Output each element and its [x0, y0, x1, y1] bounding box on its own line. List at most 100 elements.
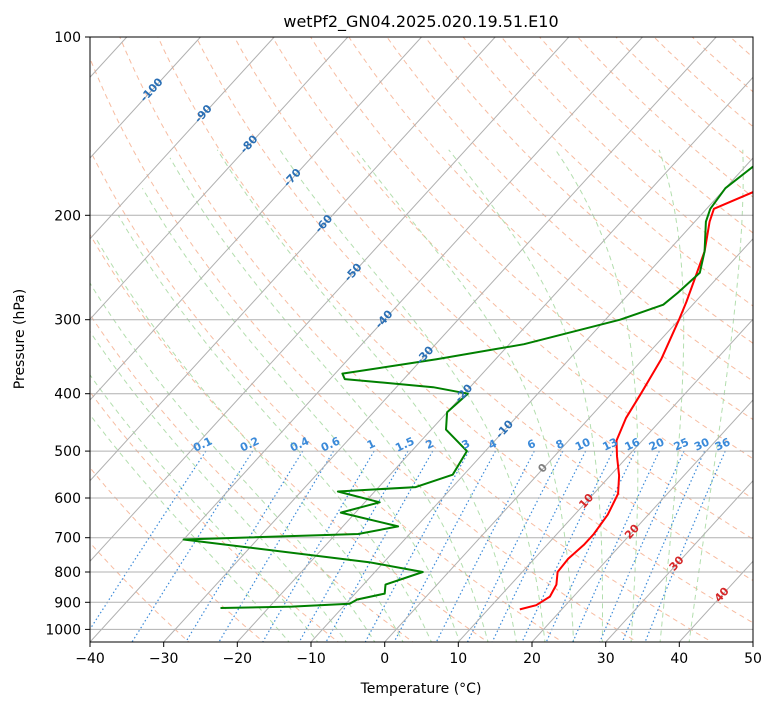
mixing-ratio-line	[325, 450, 434, 642]
moist-adiabat-line	[448, 149, 603, 642]
mixing-ratio-label: 10	[573, 435, 593, 453]
mixing-ratio-label: 2	[424, 437, 436, 452]
dry-adiabat-line	[90, 391, 340, 642]
x-tick-label: −10	[296, 651, 326, 667]
x-tick-label: 0	[380, 651, 389, 667]
mixing-ratio-line	[298, 450, 409, 642]
isotherm-line	[90, 37, 201, 159]
mixing-ratio-label: 16	[623, 435, 643, 453]
tick-labels: −40 −30 −20 −10 0 10 20 30 40 50 100 200 300 400 500 60…	[45, 30, 762, 667]
dry-adiabat-line	[90, 57, 638, 642]
moist-adiabat-line	[658, 149, 685, 642]
dry-adiabat-line	[271, 37, 753, 500]
mixing-ratio-line	[435, 450, 535, 642]
mixing-ratio-label: 13	[601, 435, 620, 453]
y-tick-label: 200	[54, 208, 81, 224]
mixing-ratio-label: 3	[460, 437, 472, 452]
axes	[85, 36, 754, 647]
dry-adiabat-line	[462, 37, 753, 307]
x-tick-label: −20	[223, 651, 253, 667]
x-tick-label: −30	[149, 651, 179, 667]
y-tick-label: 600	[54, 491, 81, 507]
x-tick-label: 10	[449, 651, 467, 667]
isotherm-line	[678, 560, 753, 642]
dry-adiabat-line	[195, 37, 753, 582]
dry-adiabat-line	[310, 37, 753, 460]
moist-adiabat-line	[279, 149, 546, 642]
dry-adiabat-line	[500, 37, 753, 270]
mixing-ratio-label: 6	[525, 437, 538, 452]
mixing-ratio-line	[545, 450, 636, 642]
chart-title: wetPf2_GN04.2025.020.19.51.E10	[283, 12, 558, 32]
dry-adiabat-line	[653, 37, 753, 128]
mixing-ratio-line	[364, 450, 470, 642]
x-tick-label: 20	[523, 651, 541, 667]
y-axis-title: Pressure (hPa)	[12, 289, 28, 389]
moist-adiabat-line	[90, 330, 347, 642]
isotherm-line	[90, 37, 349, 321]
dry-adiabat-line	[90, 149, 564, 642]
mixing-ratio-label: 20	[647, 435, 667, 453]
x-tick-label: −40	[75, 651, 105, 667]
isotherm-line	[163, 37, 717, 642]
mixing-ratio-line	[466, 450, 564, 642]
series-layer	[182, 165, 753, 611]
isotherm-line	[384, 237, 753, 642]
moist-adiabat-line	[141, 187, 461, 642]
mixing-ratio-label: 25	[672, 435, 691, 453]
temperature-profile-line	[519, 191, 753, 611]
isoline-labels: -100-90-80-70-60-50-40-30-20-10010203040…	[137, 75, 732, 605]
mixing-ratio-line	[621, 450, 706, 642]
y-tick-label: 900	[54, 595, 81, 611]
mixing-ratio-line	[90, 450, 207, 631]
y-tick-label: 500	[54, 444, 81, 460]
dewpoint-profile-line	[182, 165, 753, 609]
mixing-ratio-line	[644, 450, 726, 642]
moist-adiabat-line	[90, 374, 319, 642]
isotherm-line	[310, 157, 753, 642]
mixing-ratio-line	[572, 450, 660, 642]
dry-adiabat-line	[424, 37, 753, 344]
x-tick-label: 30	[597, 651, 615, 667]
mixing-ratio-line	[218, 450, 335, 642]
mixing-ratio-line	[491, 450, 587, 642]
dry-adiabat-line	[691, 37, 753, 93]
mixing-ratio-line	[599, 450, 685, 642]
moist-adiabat-line	[169, 157, 489, 642]
x-tick-label: 50	[744, 651, 762, 667]
isotherm-line	[457, 318, 753, 642]
isotherm-line	[605, 479, 753, 642]
y-tick-label: 800	[54, 565, 81, 581]
mixing-ratio-line	[521, 450, 614, 642]
y-tick-label: 300	[54, 313, 81, 329]
background-lines	[90, 37, 753, 642]
x-tick-label: 40	[670, 651, 688, 667]
y-tick-label: 400	[54, 387, 81, 403]
moist-adiabat-line	[117, 215, 432, 642]
y-tick-label: 100	[54, 30, 81, 46]
isotherm-line	[752, 641, 753, 642]
moist-adiabat-line	[96, 239, 404, 642]
mixing-ratio-label: 36	[713, 435, 733, 453]
moist-adiabat-line	[216, 149, 518, 642]
isotherm-line	[90, 37, 422, 401]
isotherm-line	[90, 37, 570, 563]
mixing-ratio-line	[393, 450, 497, 642]
x-axis-title: Temperature (°C)	[360, 681, 482, 697]
dry-adiabat-line	[577, 37, 753, 198]
isotherm-line	[90, 37, 643, 642]
mixing-ratio-line	[131, 450, 254, 642]
dry-adiabat-line	[348, 37, 753, 421]
isotherm-line	[236, 76, 753, 642]
moist-adiabat-line	[688, 149, 744, 642]
mixing-ratio-label: 1	[365, 437, 377, 452]
moist-adiabat-line	[90, 413, 290, 642]
moist-adiabat-line	[555, 149, 639, 642]
isotherm-line	[90, 37, 496, 482]
dry-adiabat-line	[90, 466, 265, 642]
y-tick-label: 1000	[45, 622, 81, 638]
dry-adiabat-line	[729, 37, 753, 58]
isotherm-line	[90, 37, 275, 240]
